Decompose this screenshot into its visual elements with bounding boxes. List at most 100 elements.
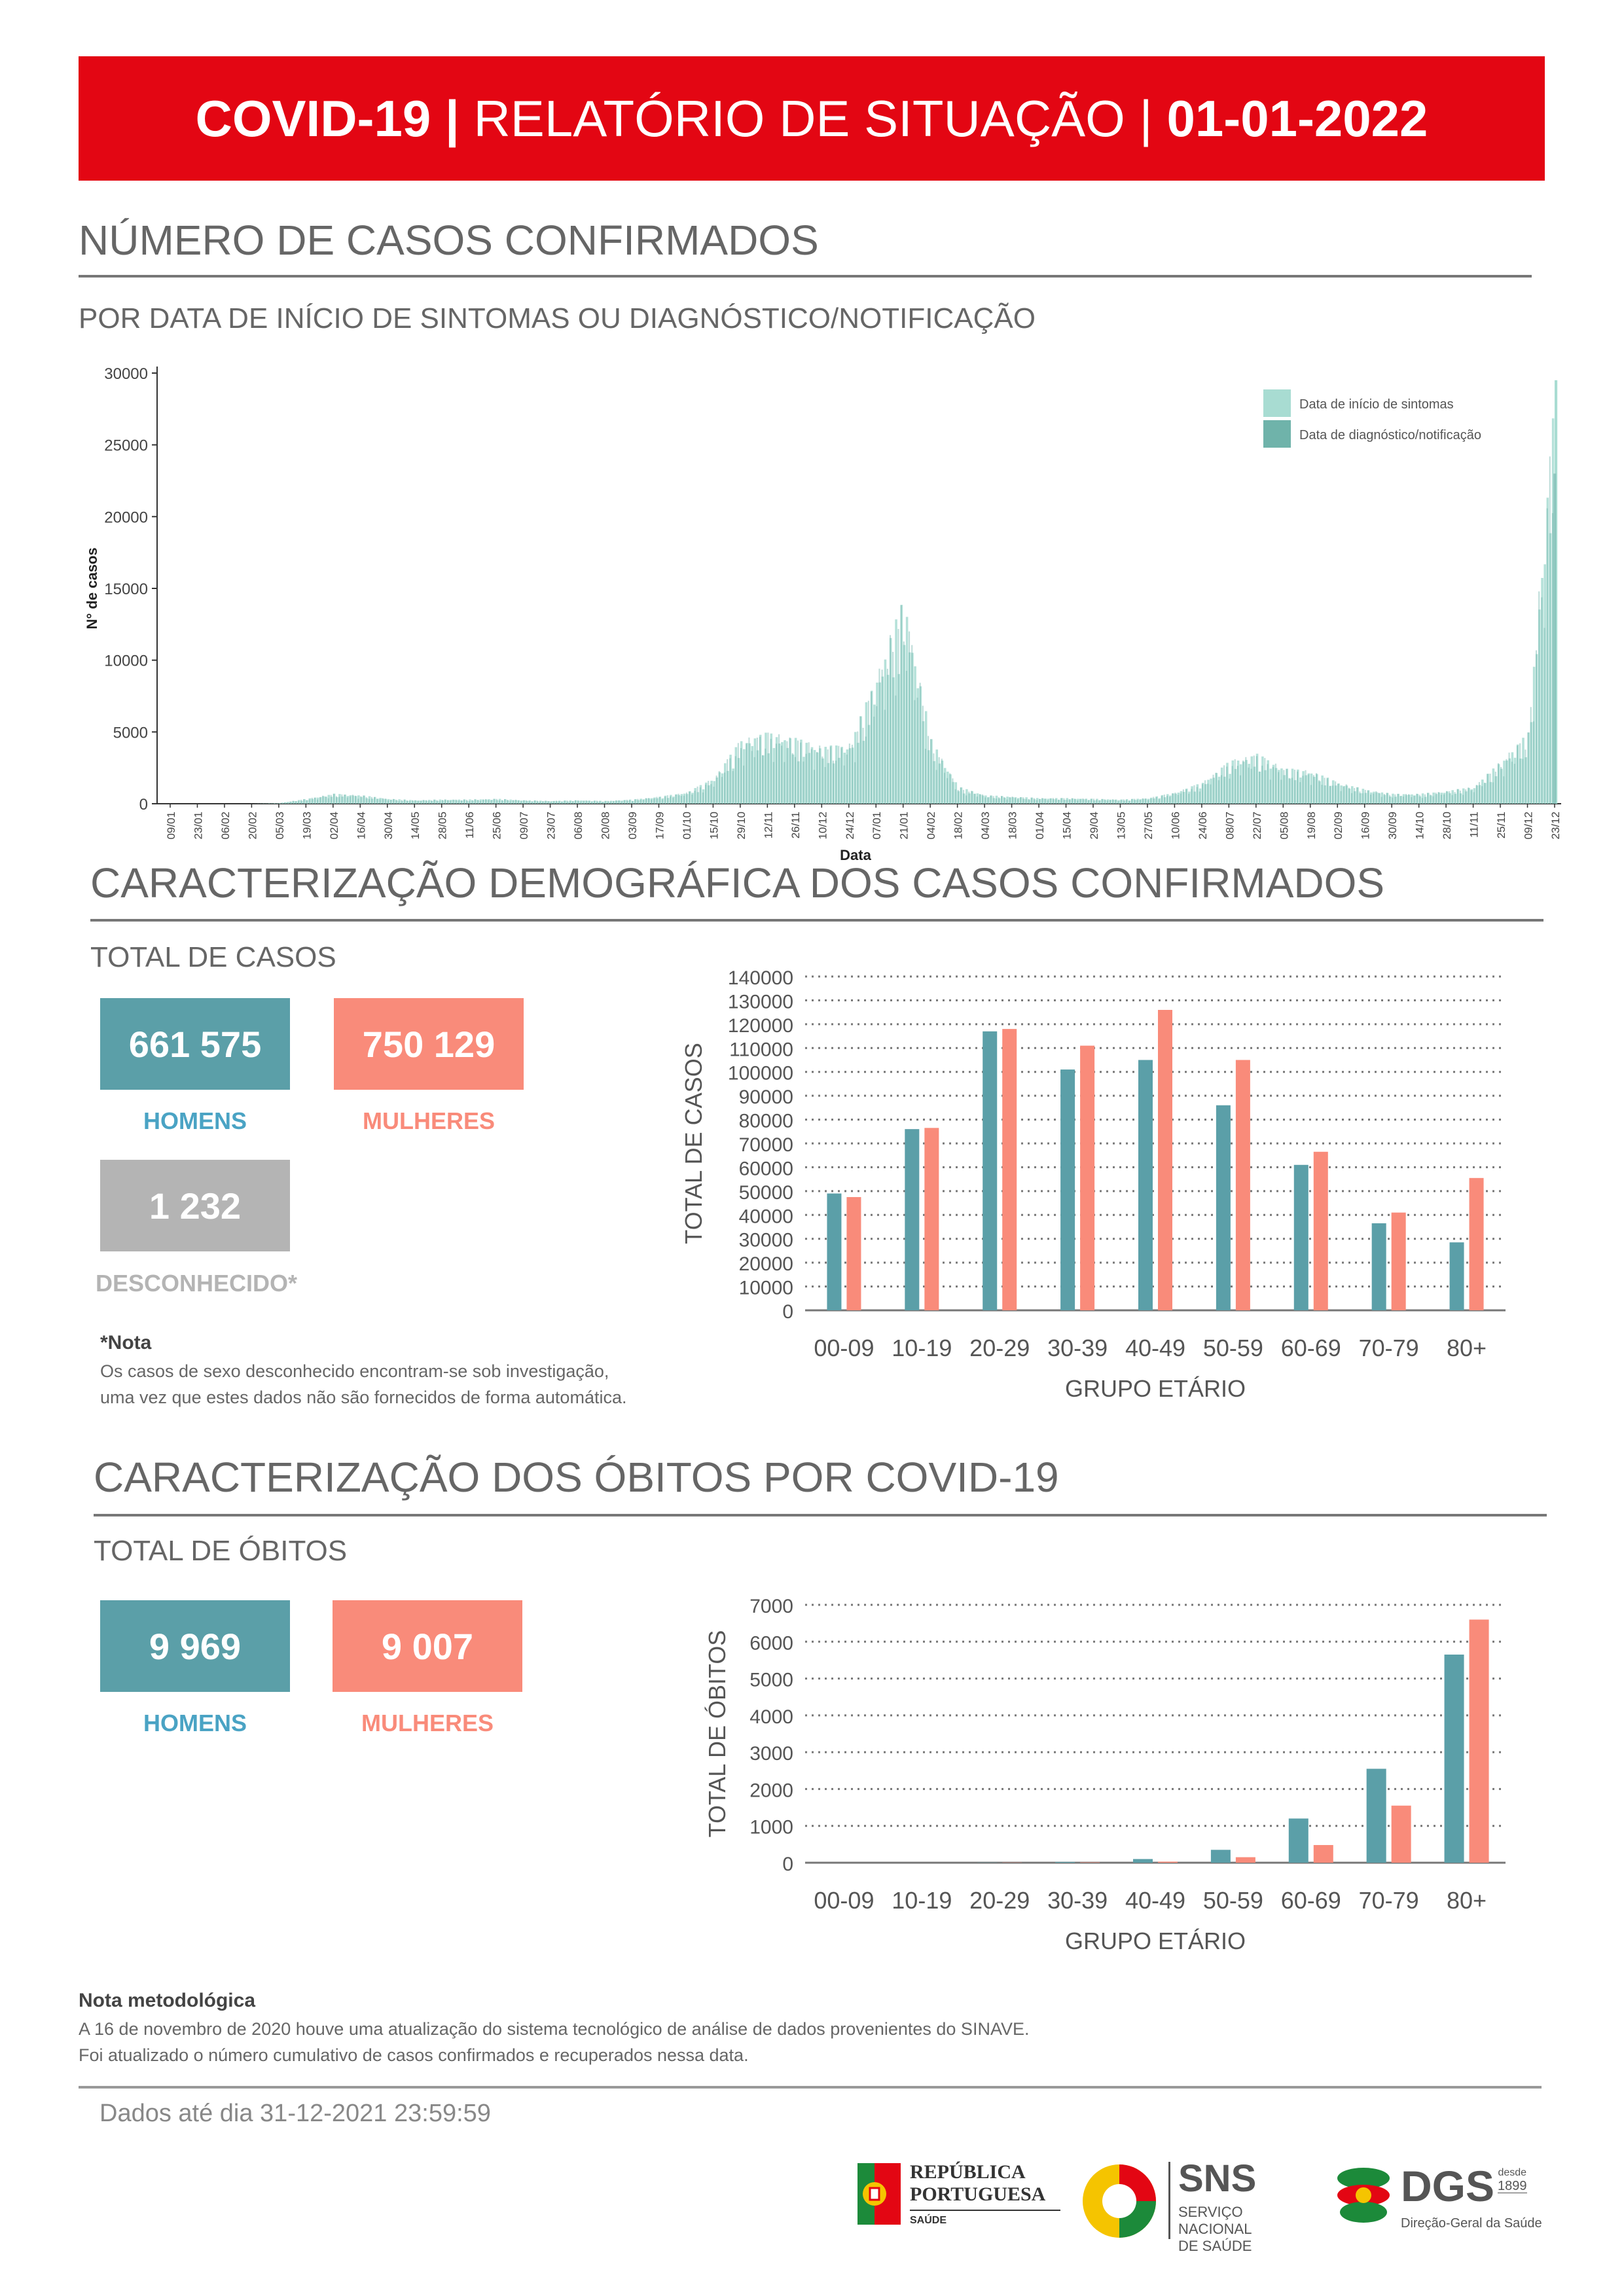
epi-bar-notification [479,800,481,804]
epi-bar-symptoms [718,772,721,804]
epi-bar-notification [626,799,628,804]
epi-bar-symptoms [704,782,708,804]
epi-bar-notification [1492,782,1494,804]
x-tick-label: 26/11 [789,812,802,838]
epi-bar-notification [387,800,389,804]
epi-bar-notification [1079,798,1081,804]
epi-bar-notification [675,795,677,804]
epi-bar-symptoms [1234,768,1237,804]
epi-bar-notification [1551,512,1553,804]
epi-bar-notification [602,801,604,804]
epi-bar-notification [984,797,986,804]
epi-bar-symptoms [727,770,729,804]
epi-bar-notification [474,799,476,804]
y-tick-label: 4000 [749,1706,793,1728]
y-tick-label: 100000 [728,1063,793,1085]
epi-bar-symptoms [748,743,751,804]
report-date: 01-01-2022 [1166,89,1428,147]
epi-bar-symptoms [1430,795,1432,804]
epi-bar-symptoms [1258,771,1261,804]
epi-bar-symptoms [403,799,406,804]
epi-bar-symptoms [1451,790,1454,804]
epi-bar-symptoms [316,797,319,804]
epi-bar-notification [1535,650,1538,804]
epi-bar-symptoms [1191,786,1193,804]
women-deaths-value: 9 007 [381,1625,474,1667]
epi-bar-notification [699,787,701,804]
epi-bar-notification [1223,765,1225,804]
epi-bar-symptoms [370,798,374,804]
epi-bar-symptoms [1128,800,1131,804]
epi-bar-symptoms [1055,798,1058,804]
epi-bar-symptoms [498,798,501,804]
women-deaths-label: MULHERES [361,1710,494,1736]
epi-bar-symptoms [1204,784,1207,804]
epi-bar-symptoms [995,795,998,804]
y-tick-label: 10000 [104,653,148,670]
epi-bar-symptoms [848,748,852,804]
epi-bar-symptoms [851,747,854,804]
epi-bar-symptoms [311,798,314,804]
epi-bar-notification [599,801,601,804]
epi-bar-symptoms [1250,756,1254,804]
men-cases-box: 661 575 [100,998,290,1090]
epi-bar-symptoms [1239,764,1242,804]
epi-bar-notification [593,800,596,804]
epi-bar-symptoms [708,785,710,804]
epi-bar-notification [463,799,465,804]
y-tick-label: 130000 [728,991,793,1013]
bar-men [1060,1069,1075,1310]
epi-bar-notification [1362,793,1363,804]
x-tick-label: 02/04 [328,812,340,840]
epi-bar-notification [1120,800,1122,804]
epi-bar-notification [952,778,954,804]
epi-bar-notification [1098,800,1100,804]
epi-bar-symptoms [1215,772,1218,804]
epi-bar-symptoms [1449,793,1451,804]
epi-bar-symptoms [1535,654,1538,804]
dgs-since: desde [1498,2167,1527,2178]
epi-bar-notification [743,765,745,804]
bar-men [1216,1105,1231,1310]
epi-bar-symptoms [270,803,273,804]
epi-bar-symptoms [433,799,436,804]
epi-bar-symptoms [1060,798,1063,804]
epi-bar-symptoms [759,734,762,804]
epi-bar-notification [1039,798,1041,804]
epi-bar-notification [466,799,468,804]
epi-bar-symptoms [384,798,388,804]
epi-bar-symptoms [1117,800,1120,804]
epi-bar-symptoms [827,762,830,804]
epi-bar-symptoms [672,797,675,804]
epi-bar-symptoms [943,768,947,804]
epi-bar-notification [1286,768,1288,804]
women-deaths-box: 9 007 [333,1600,522,1692]
epi-bar-symptoms [341,796,344,804]
epi-bar-notification [379,799,381,804]
y-tick-label: 20000 [739,1253,793,1275]
epi-bar-notification [1063,798,1065,804]
epi-bar-symptoms [1500,768,1503,804]
epi-bar-notification [1218,780,1219,804]
x-tick-label: 21/01 [898,812,911,840]
epi-bar-notification [1413,795,1415,804]
epi-bar-symptoms [1345,785,1348,804]
epi-bar-notification [403,799,405,804]
epi-bar-symptoms [930,739,933,804]
epi-bar-symptoms [1543,564,1546,804]
epi-bar-notification [1234,759,1236,804]
epi-bar-symptoms [609,800,613,804]
epi-bar-symptoms [998,798,1001,804]
epidemic-curve-chart: 0 5000 10000 15000 20000 25000 30000 N° de caso… [84,365,1562,863]
epi-bar-notification [1440,795,1442,804]
total-deaths-label: TOTAL DE ÓBITOS [94,1535,348,1567]
epi-bar-notification [1399,796,1401,804]
epi-bar-notification [870,691,873,804]
epi-bar-symptoms [306,800,308,804]
epi-bar-symptoms [349,795,352,804]
x-tick-label: 10-19 [892,1887,952,1914]
epi-bar-symptoms [1147,798,1150,804]
epi-bar-symptoms [1199,788,1202,804]
epi-bar-symptoms [1513,757,1517,804]
epi-bar-notification [656,797,658,804]
